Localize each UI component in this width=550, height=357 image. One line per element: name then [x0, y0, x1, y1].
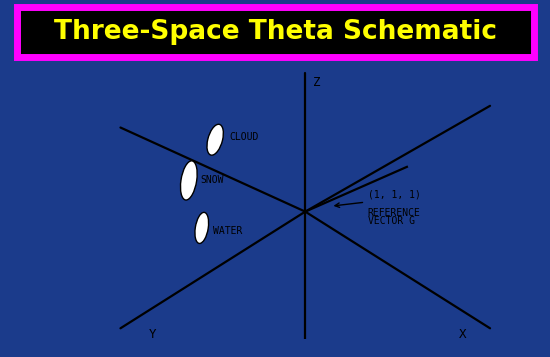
Text: REFERENCE: REFERENCE [367, 207, 421, 217]
Text: WATER: WATER [213, 226, 242, 236]
Text: Y: Y [149, 328, 157, 341]
FancyBboxPatch shape [16, 7, 534, 57]
Text: CLOUD: CLOUD [229, 132, 258, 142]
Text: X: X [459, 328, 466, 341]
Ellipse shape [195, 212, 208, 243]
Text: (1, 1, 1): (1, 1, 1) [367, 190, 421, 200]
Text: VECTOR G: VECTOR G [367, 216, 415, 226]
Text: SNOW: SNOW [200, 175, 223, 185]
Text: Three-Space Theta Schematic: Three-Space Theta Schematic [53, 19, 497, 45]
Ellipse shape [207, 124, 223, 155]
Ellipse shape [180, 161, 197, 200]
Text: Z: Z [312, 76, 320, 89]
